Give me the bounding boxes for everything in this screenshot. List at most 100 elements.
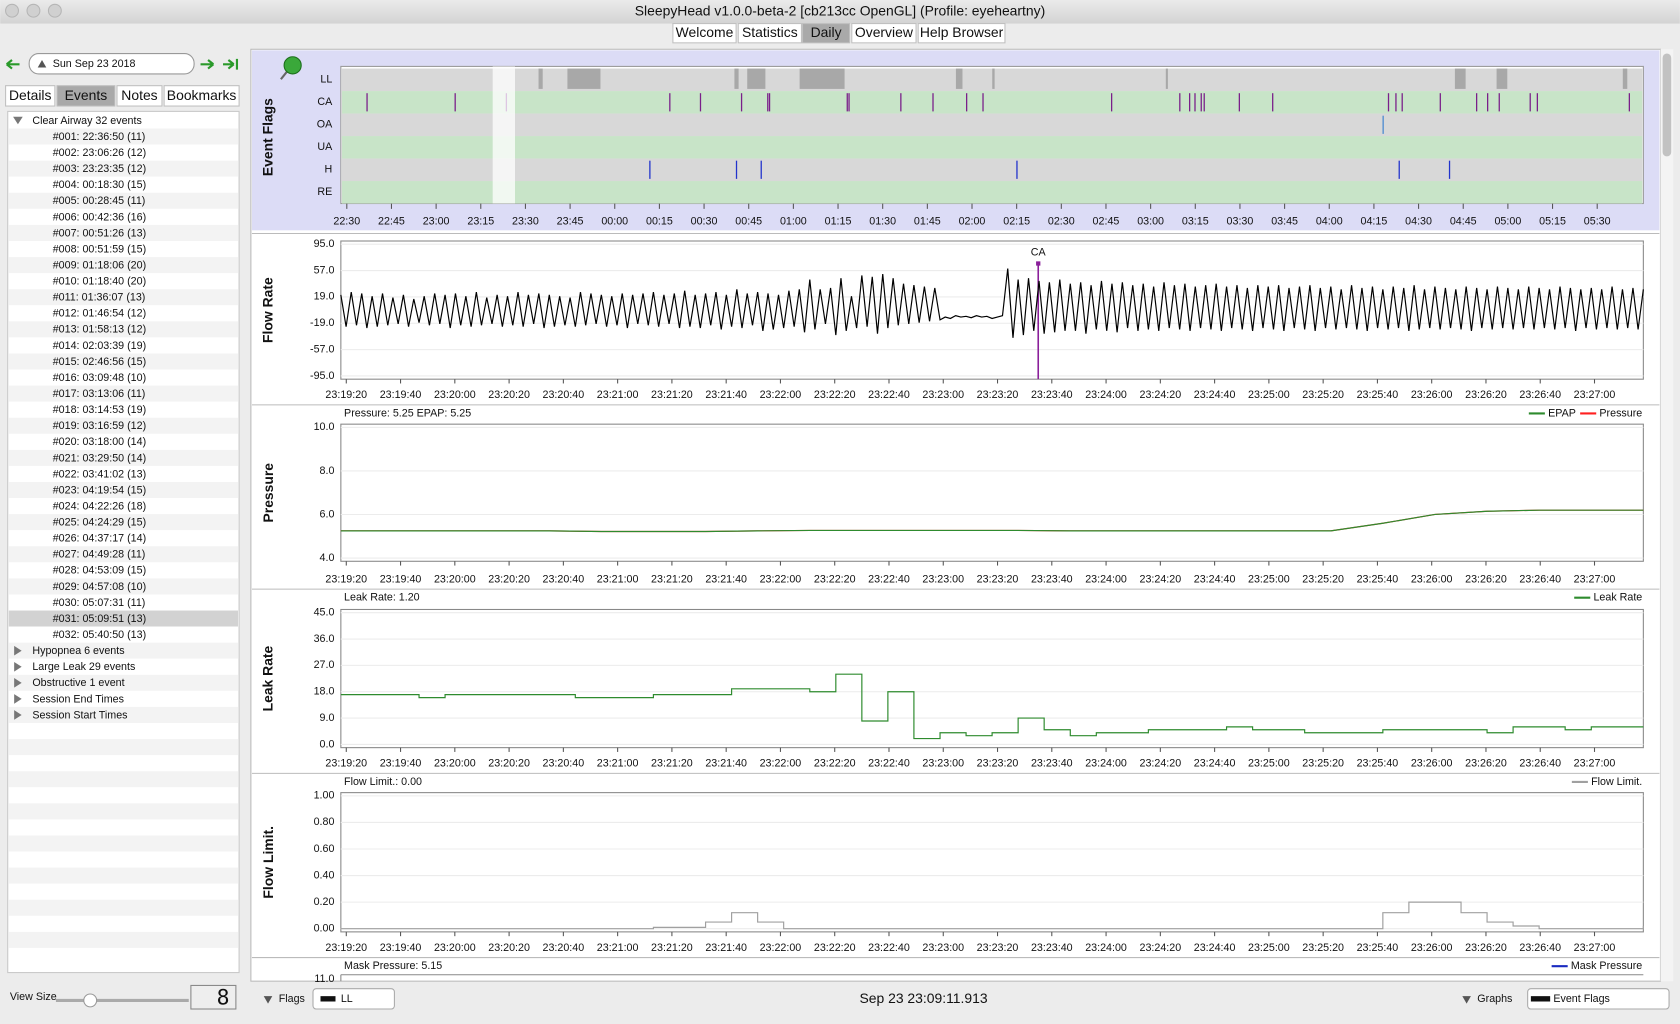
flags-combo[interactable] [312, 988, 395, 1010]
flag-span [799, 68, 845, 89]
tree-item: #028: 04:53:09 (15) [53, 565, 146, 577]
tree-row[interactable] [8, 465, 239, 483]
sidebar-tab[interactable] [116, 85, 163, 107]
toolbar-tab[interactable] [801, 23, 851, 44]
toolbar-tab[interactable] [737, 23, 802, 44]
tree-row[interactable] [8, 337, 239, 354]
calendar-toggle[interactable] [37, 59, 47, 68]
tree-row[interactable] [8, 626, 239, 643]
tree-row[interactable] [8, 658, 239, 675]
y-tick-label: 6.0 [320, 508, 335, 520]
x-tick-label: 23:20:20 [488, 573, 530, 585]
event-marker-label: CA [1031, 247, 1047, 259]
tree-item: #003: 23:23:35 (12) [53, 163, 146, 175]
sidebar-tab[interactable] [163, 85, 240, 107]
tree-row[interactable] [8, 433, 239, 450]
tree-row [8, 771, 239, 788]
flags-toggle[interactable] [263, 996, 273, 1004]
tree-row[interactable] [8, 192, 239, 209]
last-day[interactable] [223, 58, 239, 70]
tree-row[interactable] [8, 353, 239, 370]
tree-row[interactable] [8, 321, 239, 338]
tree-row[interactable] [8, 257, 239, 274]
tree-row[interactable] [8, 176, 239, 193]
x-tick-label: 23:20:40 [543, 389, 585, 401]
flag-span [734, 68, 739, 89]
tree-row[interactable] [8, 305, 239, 322]
x-tick-label: 23:20:00 [434, 389, 476, 401]
pin-icon[interactable] [280, 56, 302, 80]
next-day[interactable] [200, 59, 215, 70]
graphs-toggle[interactable] [1462, 996, 1471, 1004]
tree-row[interactable] [8, 208, 239, 225]
tree-row[interactable] [8, 369, 239, 386]
tree-group: Large Leak 29 events [32, 661, 135, 673]
tree-toggle[interactable] [14, 678, 22, 688]
tree-row[interactable] [8, 578, 239, 595]
tree-row[interactable] [8, 690, 239, 707]
graphs-combo[interactable] [1527, 988, 1670, 1010]
tree-row[interactable] [8, 385, 239, 402]
x-tick-label: 23:23:20 [977, 758, 1019, 770]
tree-row[interactable] [8, 642, 239, 659]
tree-row[interactable] [8, 417, 239, 434]
flag-row [341, 68, 1643, 92]
x-tick-label: 23:26:40 [1519, 573, 1561, 585]
tree-toggle[interactable] [13, 116, 23, 125]
tree-item: #012: 01:46:54 (12) [53, 308, 146, 320]
flag-span [1496, 68, 1508, 89]
tree-row[interactable] [8, 594, 239, 611]
data-line [340, 901, 1644, 930]
x-tick-label: 23:26:40 [1519, 389, 1561, 401]
flags-label: Flags [279, 993, 305, 1005]
tree-row[interactable] [8, 241, 239, 258]
tree-row [8, 867, 239, 884]
sidebar-tab[interactable] [5, 85, 56, 107]
tree-item: #011: 01:36:07 (13) [53, 292, 146, 304]
toolbar-tab[interactable] [917, 23, 1006, 44]
tree-row[interactable] [8, 144, 239, 161]
tree-row[interactable] [8, 401, 239, 418]
minimize-button[interactable] [26, 3, 41, 18]
tree-row[interactable] [8, 273, 239, 290]
x-tick-label: 23:45 [557, 216, 584, 228]
tree-row[interactable] [8, 289, 239, 306]
tree-row[interactable] [8, 610, 239, 627]
x-tick-label: 23:21:20 [651, 942, 693, 954]
y-tick-label: 27.0 [314, 659, 335, 671]
view-size-handle[interactable] [83, 993, 98, 1008]
tree-row[interactable] [8, 546, 239, 563]
tree-row[interactable] [8, 224, 239, 242]
tree-row[interactable] [8, 706, 239, 724]
sidebar-tab-label: Notes [121, 87, 157, 103]
tree-row[interactable] [8, 112, 239, 129]
scrollbar[interactable] [1660, 49, 1674, 982]
tree-row[interactable] [8, 128, 239, 145]
tree-toggle[interactable] [14, 645, 22, 656]
tree-row[interactable] [8, 514, 239, 531]
tree-row[interactable] [8, 674, 239, 691]
tree-row[interactable] [8, 498, 239, 515]
tree-toggle[interactable] [14, 710, 22, 720]
date-field[interactable] [28, 53, 195, 75]
tree-row[interactable] [8, 562, 239, 579]
x-tick-label: 23:24:20 [1140, 573, 1182, 585]
toolbar-tab[interactable] [851, 23, 917, 44]
prev-day[interactable] [5, 59, 20, 70]
tree-row[interactable] [8, 160, 239, 177]
y-tick-label: 4.0 [320, 552, 335, 564]
scrollbar-thumb[interactable] [1662, 53, 1672, 157]
tree-row[interactable] [8, 482, 239, 499]
tree-toggle[interactable] [14, 694, 22, 704]
zoom-button[interactable] [47, 3, 62, 18]
tree-row[interactable] [8, 449, 239, 466]
tree-item: #020: 03:18:00 (14) [53, 436, 146, 448]
x-tick-label: 23:22:00 [760, 573, 802, 585]
tree-toggle[interactable] [14, 661, 22, 672]
x-tick-label: 23:22:20 [814, 573, 856, 585]
toolbar-tab[interactable] [672, 23, 737, 44]
sidebar-tab[interactable] [56, 85, 116, 107]
flag-row [341, 113, 1643, 137]
close-button[interactable] [5, 3, 19, 18]
tree-row[interactable] [8, 530, 239, 547]
